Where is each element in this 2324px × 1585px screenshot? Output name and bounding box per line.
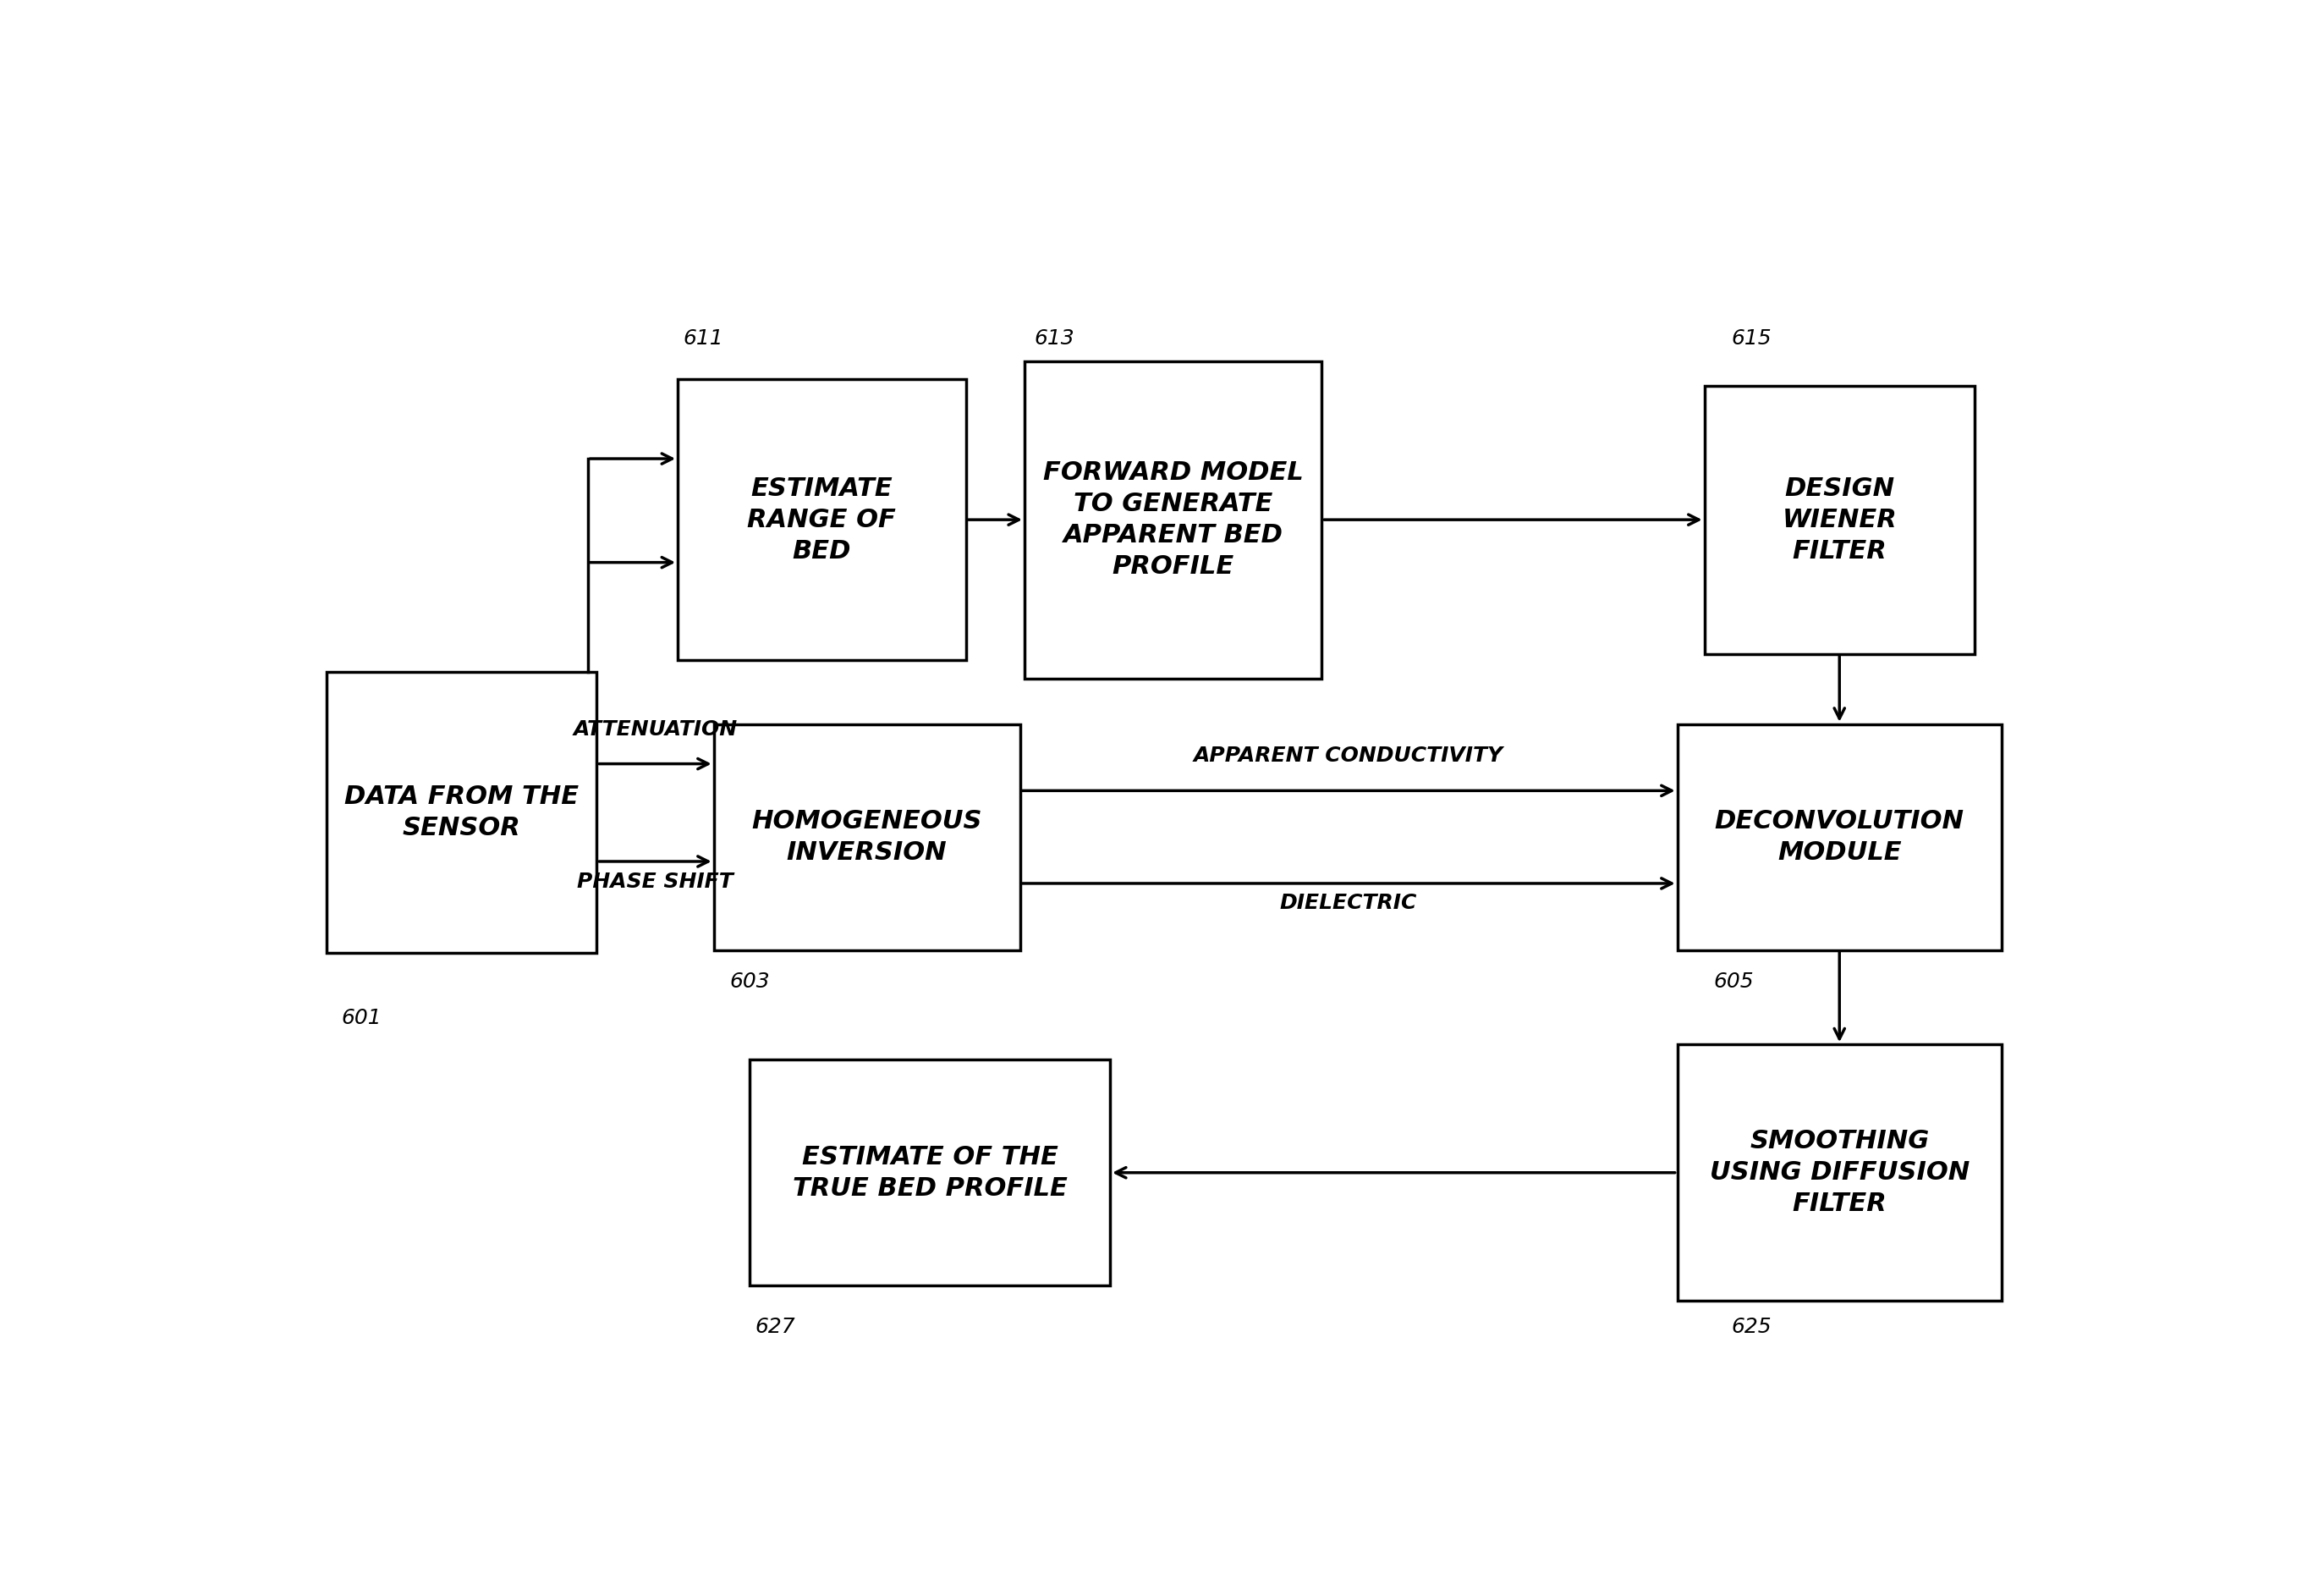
FancyBboxPatch shape xyxy=(713,724,1020,949)
Text: 625: 625 xyxy=(1731,1317,1771,1338)
FancyBboxPatch shape xyxy=(751,1060,1111,1285)
Text: FORWARD MODEL
TO GENERATE
APPARENT BED
PROFILE: FORWARD MODEL TO GENERATE APPARENT BED P… xyxy=(1043,460,1304,579)
Text: 611: 611 xyxy=(683,328,723,349)
FancyBboxPatch shape xyxy=(1678,724,2001,949)
FancyBboxPatch shape xyxy=(1703,385,1975,655)
FancyBboxPatch shape xyxy=(325,672,597,953)
FancyBboxPatch shape xyxy=(679,379,967,659)
Text: ATTENUATION: ATTENUATION xyxy=(574,720,737,739)
Text: DATA FROM THE
SENSOR: DATA FROM THE SENSOR xyxy=(344,785,579,840)
Text: PHASE SHIFT: PHASE SHIFT xyxy=(576,872,734,891)
FancyBboxPatch shape xyxy=(1678,1045,2001,1301)
Text: 603: 603 xyxy=(730,972,769,992)
Text: 601: 601 xyxy=(342,1008,381,1029)
Text: ESTIMATE OF THE
TRUE BED PROFILE: ESTIMATE OF THE TRUE BED PROFILE xyxy=(792,1144,1067,1200)
FancyBboxPatch shape xyxy=(1025,361,1322,678)
Text: ESTIMATE
RANGE OF
BED: ESTIMATE RANGE OF BED xyxy=(748,475,897,563)
Text: DECONVOLUTION
MODULE: DECONVOLUTION MODULE xyxy=(1715,808,1964,865)
Text: 627: 627 xyxy=(755,1317,795,1338)
Text: 615: 615 xyxy=(1731,328,1771,349)
Text: APPARENT CONDUCTIVITY: APPARENT CONDUCTIVITY xyxy=(1195,747,1504,766)
Text: HOMOGENEOUS
INVERSION: HOMOGENEOUS INVERSION xyxy=(751,808,983,865)
Text: 605: 605 xyxy=(1713,972,1755,992)
Text: SMOOTHING
USING DIFFUSION
FILTER: SMOOTHING USING DIFFUSION FILTER xyxy=(1710,1129,1968,1216)
Text: DESIGN
WIENER
FILTER: DESIGN WIENER FILTER xyxy=(1783,475,1896,563)
Text: DIELECTRIC: DIELECTRIC xyxy=(1281,894,1418,913)
Text: 613: 613 xyxy=(1034,328,1074,349)
